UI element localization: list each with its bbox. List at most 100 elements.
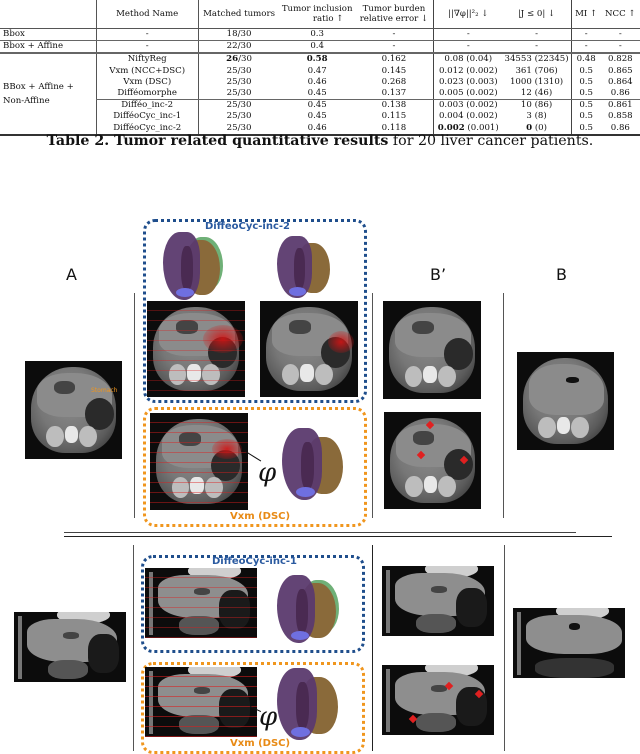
header-matched: Matched tumors <box>197 0 280 29</box>
cell-matched: 26/30 <box>197 53 280 66</box>
cell-inclusion: 0.4 <box>279 40 355 55</box>
table-row: Bbox - 18/30 0.3 - - - - - <box>0 28 640 42</box>
cell-method: - <box>95 40 199 55</box>
cell-jac: 12 (46) <box>502 88 572 101</box>
cell-method: NiftyReg <box>95 53 199 66</box>
cell-burden: - <box>354 40 434 55</box>
ct-vxm-deformation <box>150 413 248 510</box>
cell-matched: 25/30 <box>197 122 280 136</box>
cell-inclusion: 0.45 <box>307 111 327 122</box>
cell-grad: 0.012 (0.002) <box>433 65 503 77</box>
divider-a <box>134 293 135 518</box>
ct-warped-axial <box>383 301 481 399</box>
header-burden: Tumor burden relative error ↓ <box>354 0 434 29</box>
cell-mi: 0.48 <box>570 53 601 66</box>
ct-coronal-warped-tumors <box>382 665 494 735</box>
table-row: DifféoCyc_inc-2 25/30 0.46 0.118 0.002 (… <box>0 122 640 136</box>
cell-jac: - <box>502 28 572 42</box>
table-row: Difféomorphe 25/30 0.45 0.137 0.005 (0.0… <box>0 88 640 101</box>
group-nonaffine: BBox + Affine + Non-Affine <box>0 53 97 136</box>
table-row: DifféoCyc_inc-1 25/30 0.45 0.115 0.004 (… <box>0 111 640 123</box>
header-method: Method Name <box>95 0 199 29</box>
cell-grad: 0.08 (0.04) <box>433 53 503 66</box>
ct-moving-axial <box>517 352 614 450</box>
cell-burden: 0.145 <box>381 65 407 76</box>
cell-method: Vxm (NCC+DSC) <box>95 65 199 77</box>
cell-method: - <box>95 28 199 42</box>
ct-fixed-coronal <box>14 612 126 682</box>
panel-divider-bottom <box>64 536 612 537</box>
cell-method: DifféoCyc_inc-2 <box>95 122 199 136</box>
table-header-row: Method Name Matched tumors Tumor inclusi… <box>0 0 640 29</box>
ct-warped-axial-tumors <box>384 412 481 509</box>
column-label-b-prime: B’ <box>430 265 447 284</box>
cell-burden: 0.137 <box>354 88 434 101</box>
ct-fixed-axial: Stomach <box>25 361 122 459</box>
stomach-label: Stomach <box>91 387 118 394</box>
diffeocyc-inc-2-box <box>143 219 367 403</box>
table-row: Vxm (NCC+DSC) 25/30 0.47 0.145 0.012 (0.… <box>0 65 640 77</box>
cell-matched: 18/30 <box>197 28 280 42</box>
liver-mesh-inc-1 <box>277 575 339 643</box>
cell-mi: 0.5 <box>570 122 601 136</box>
header-mi: MI ↑ <box>570 0 601 29</box>
cell-grad: 0.004 (0.002) <box>433 111 503 123</box>
cell-ncc: 0.864 <box>608 76 633 87</box>
cell-mi: - <box>570 28 601 42</box>
header-inclusion: Tumor inclusion ratio ↑ <box>279 0 355 29</box>
cell-matched: 25/30 <box>197 76 280 89</box>
cell-matched: 25/30 <box>197 65 280 77</box>
diffeocyc-inc-1-box <box>141 555 365 653</box>
box-title-diffeocyc-inc-2: DiffeoCyc-inc-2 <box>205 221 290 232</box>
cell-method: Difféomorphe <box>95 88 199 101</box>
ct-coronal-warped <box>382 566 494 636</box>
vxm-dsc-box <box>143 407 367 527</box>
cell-jac: 3 (8) <box>526 111 547 122</box>
cell-burden: 0.268 <box>381 76 407 87</box>
cell-inclusion: 0.58 <box>306 54 328 65</box>
column-label-a: A <box>66 265 77 284</box>
divider-bprime-left <box>372 293 373 518</box>
header-grad: ||∇φ||²₂ ↓ <box>433 0 503 29</box>
cell-grad: 0.005 (0.002) <box>433 88 503 101</box>
cell-matched: 25/30 <box>197 88 280 101</box>
cell-ncc: - <box>600 28 640 42</box>
table-row: Vxm (DSC) 25/30 0.46 0.268 0.023 (0.003)… <box>0 76 640 89</box>
cell-matched: 25/30 <box>197 111 280 123</box>
cell-ncc: 0.858 <box>608 111 633 122</box>
liver-mesh-a <box>163 232 223 300</box>
cell-inclusion: 0.46 <box>279 122 355 136</box>
cell-ncc: 0.828 <box>608 54 633 65</box>
cell-grad: 0.023 (0.003) <box>433 76 503 89</box>
cell-inclusion: 0.45 <box>279 88 355 101</box>
cell-jac: 10 (86) <box>520 100 553 111</box>
divider-b <box>503 293 504 518</box>
ct-coronal-deformation-1 <box>145 568 257 638</box>
column-label-b: B <box>556 265 567 284</box>
header-jac: |J ≤ 0| ↓ <box>502 0 572 29</box>
ct-deformation-field-1 <box>147 301 245 397</box>
cell-matched: 25/30 <box>197 99 280 112</box>
cell-mi: - <box>570 40 601 55</box>
cell-ncc: - <box>600 40 640 55</box>
table-row: BBox + Affine + Non-Affine NiftyReg 26/30… <box>0 53 640 136</box>
cell-inclusion: 0.46 <box>307 76 327 87</box>
cell-grad: - <box>433 28 503 42</box>
phi-symbol-bottom: φ <box>259 702 278 732</box>
header-group <box>0 0 97 29</box>
divider-a-bottom <box>133 545 134 751</box>
cell-ncc: 0.86 <box>600 88 640 101</box>
cell-jac: 1000 (1310) <box>509 76 564 87</box>
cell-jac: - <box>502 40 572 55</box>
cell-ncc: 0.86 <box>600 122 640 136</box>
liver-mesh-vxm-bottom <box>277 668 341 740</box>
phi-symbol: φ <box>258 458 277 488</box>
cell-mi: 0.5 <box>570 65 601 77</box>
box-title-vxm-dsc: Vxm (DSC) <box>228 511 293 522</box>
ct-deformation-field-2 <box>260 301 358 397</box>
divider-bprime-bottom <box>372 545 373 751</box>
results-table: Method Name Matched tumors Tumor inclusi… <box>0 0 640 136</box>
box-title-vxm-dsc-bottom: Vxm (DSC) <box>228 738 293 749</box>
liver-mesh-vxm <box>282 428 346 500</box>
cell-jac: 34553 (22345) <box>504 54 569 65</box>
